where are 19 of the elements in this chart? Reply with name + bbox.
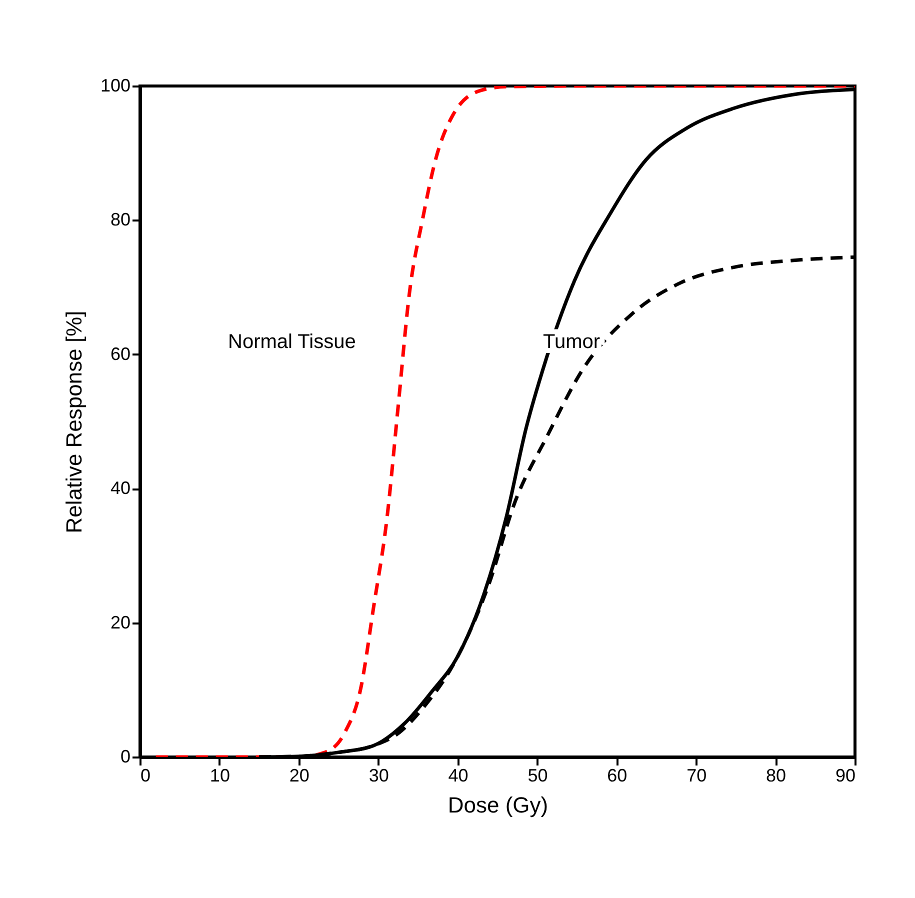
x-tick-label: 80	[766, 766, 786, 786]
x-axis-title: Dose (Gy)	[448, 792, 548, 818]
y-axis-title: Relative Response [%]	[61, 310, 86, 534]
x-tick-label: 30	[368, 766, 389, 786]
y-tick-label: 100	[100, 76, 130, 96]
x-tick-label: 40	[448, 766, 468, 786]
x-tick-label: 10	[210, 766, 230, 786]
annotation: Normal Tissue	[228, 331, 356, 353]
x-tick-label: 90	[835, 766, 856, 786]
y-tick-label: 20	[110, 612, 130, 632]
y-tick-label: 60	[110, 344, 130, 364]
x-tick-label: 50	[528, 766, 548, 786]
x-tick-label: 20	[289, 766, 310, 786]
x-tick-label: 70	[686, 766, 707, 786]
y-tick-label: 40	[110, 478, 130, 498]
y-tick-label: 0	[120, 746, 130, 766]
x-tick-label: 0	[140, 766, 151, 786]
x-tick-label: 60	[607, 766, 628, 786]
y-tick-label: 80	[110, 210, 130, 230]
